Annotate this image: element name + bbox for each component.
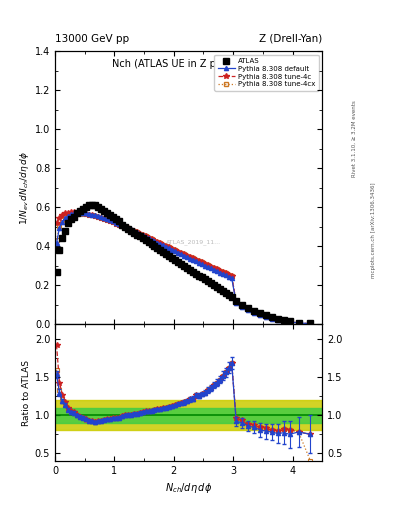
Text: Rivet 3.1.10, ≥ 3.2M events: Rivet 3.1.10, ≥ 3.2M events [352, 100, 357, 177]
Text: 13000 GeV pp: 13000 GeV pp [55, 33, 129, 44]
X-axis label: $N_{ch}/d\eta\,d\phi$: $N_{ch}/d\eta\,d\phi$ [165, 481, 212, 495]
Y-axis label: Ratio to ATLAS: Ratio to ATLAS [22, 359, 31, 425]
Bar [55, 408, 322, 423]
Y-axis label: $1/N_{ev}\,dN_{ch}/d\eta\,d\phi$: $1/N_{ev}\,dN_{ch}/d\eta\,d\phi$ [18, 151, 31, 225]
Legend: ATLAS, Pythia 8.308 default, Pythia 8.308 tune-4c, Pythia 8.308 tune-4cx: ATLAS, Pythia 8.308 default, Pythia 8.30… [214, 55, 319, 91]
Text: ATLAS_2019_11...: ATLAS_2019_11... [166, 240, 222, 245]
Text: Z (Drell-Yan): Z (Drell-Yan) [259, 33, 322, 44]
Text: Nch (ATLAS UE in Z production): Nch (ATLAS UE in Z production) [112, 59, 266, 70]
Bar [55, 400, 322, 431]
Text: mcplots.cern.ch [arXiv:1306.3436]: mcplots.cern.ch [arXiv:1306.3436] [371, 183, 376, 278]
